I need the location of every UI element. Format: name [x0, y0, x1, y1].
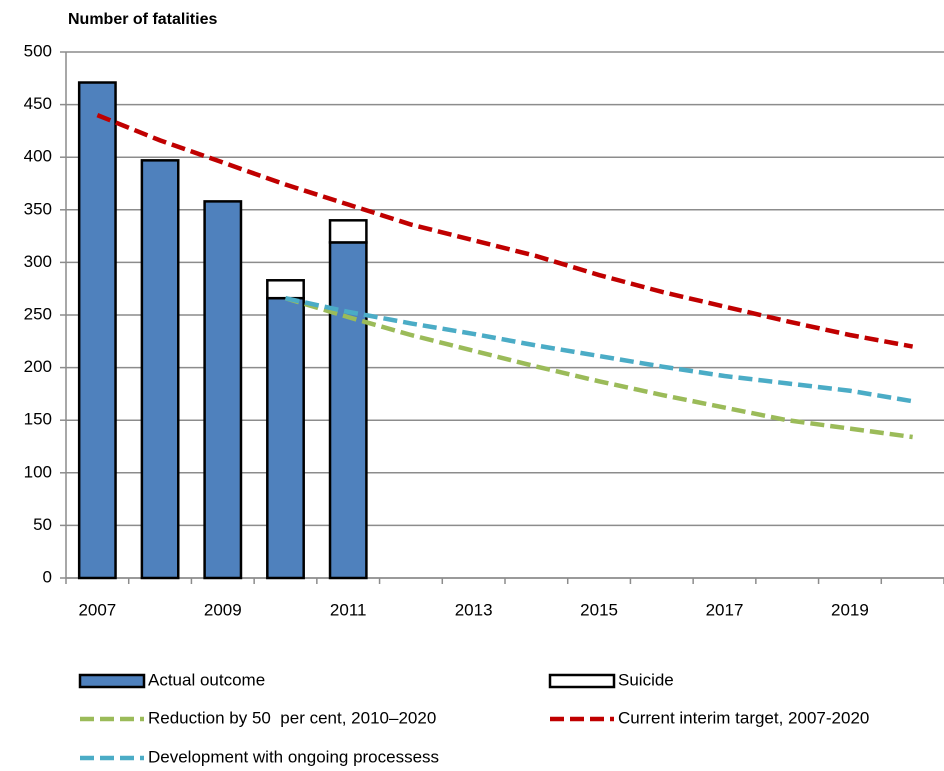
- legend-label: Development with ongoing processess: [148, 747, 439, 766]
- x-tick-label: 2007: [78, 600, 116, 619]
- y-tick-label: 500: [24, 41, 52, 60]
- y-tick-label: 450: [24, 94, 52, 113]
- line-series: [285, 295, 914, 404]
- y-tick-label: 50: [33, 515, 52, 534]
- legend-label: Reduction by 50 per cent, 2010–2020: [148, 708, 436, 727]
- x-tick-label: 2013: [455, 600, 493, 619]
- legend-label: Suicide: [618, 670, 674, 689]
- bar: [328, 219, 368, 244]
- y-tick-label: 250: [24, 304, 52, 323]
- y-tick-label: 0: [43, 567, 52, 586]
- y-tick-label: 100: [24, 462, 52, 481]
- bar: [328, 241, 368, 580]
- legend-label: Current interim target, 2007-2020: [618, 708, 869, 727]
- bar: [266, 279, 305, 300]
- y-axis-title: Number of fatalities: [68, 11, 217, 28]
- bar: [77, 81, 117, 580]
- y-tick-label: 150: [24, 410, 52, 429]
- y-tick-label: 350: [24, 199, 52, 218]
- legend-swatch: [78, 673, 146, 689]
- x-tick-label: 2011: [330, 600, 367, 619]
- x-tick-label: 2009: [204, 600, 242, 619]
- line-series: [284, 296, 913, 440]
- bar: [266, 296, 305, 580]
- x-tick-label: 2017: [706, 600, 744, 619]
- x-tick-label: 2015: [580, 600, 618, 619]
- bar: [203, 200, 243, 580]
- y-tick-label: 400: [24, 147, 52, 166]
- line-series: [96, 113, 914, 349]
- bar: [140, 159, 180, 580]
- x-tick-label: 2019: [831, 600, 869, 619]
- legend-label: Actual outcome: [148, 670, 265, 689]
- y-tick-label: 200: [24, 357, 52, 376]
- y-tick-label: 300: [24, 252, 52, 271]
- legend-swatch: [548, 673, 616, 689]
